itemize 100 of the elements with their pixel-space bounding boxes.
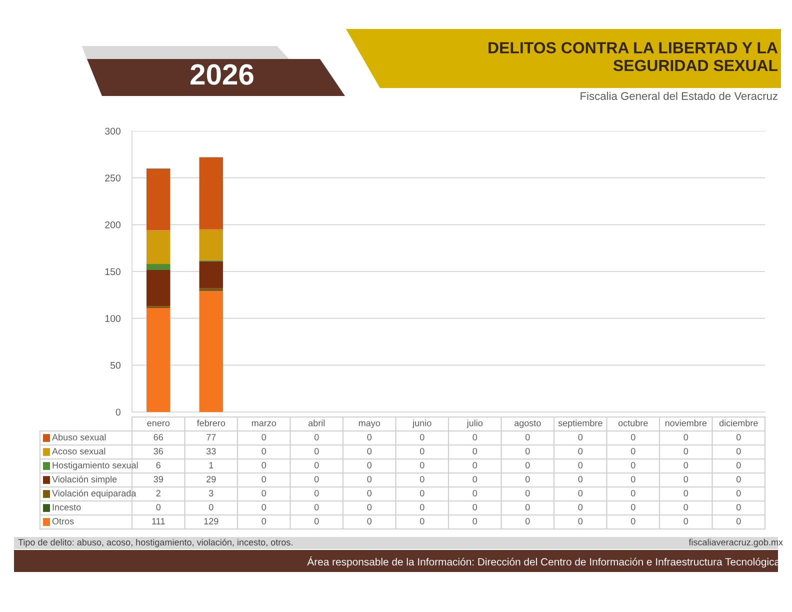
y-tick-label: 100 (105, 315, 121, 322)
x-tick-label: abril (308, 420, 325, 426)
data-label: 0 (578, 518, 583, 524)
y-tick-label: 200 (105, 221, 121, 228)
x-tick-label: enero (147, 421, 170, 426)
data-label: 66 (154, 434, 163, 440)
data-label: 0 (578, 448, 583, 454)
data-label: 0 (314, 476, 319, 482)
data-label: 0 (472, 462, 478, 468)
x-tick-label: junio (412, 420, 432, 428)
data-label: 0 (367, 504, 372, 510)
data-label: 0 (472, 476, 478, 482)
data-label: 0 (420, 448, 424, 454)
data-label: 0 (420, 434, 424, 440)
x-tick-label: marzo (252, 421, 276, 426)
data-label: 0 (472, 490, 478, 496)
data-label: 0 (684, 518, 688, 524)
chart-title: DELITOS CONTRA LA LIBERTAD Y LA SEGURIDAD SEXUAL (488, 42, 778, 72)
data-label: 0 (630, 490, 636, 496)
data-label: 0 (736, 476, 741, 482)
data-label: 33 (206, 448, 216, 454)
y-tick-label: 50 (110, 362, 121, 369)
data-label: 0 (736, 518, 741, 524)
data-label: 0 (472, 434, 478, 440)
data-label: 0 (578, 434, 583, 440)
y-tick-label: 250 (105, 174, 121, 182)
data-label: 0 (684, 448, 688, 454)
data-label: 0 (736, 434, 741, 440)
data-label: 0 (314, 434, 319, 440)
data-label: 0 (525, 490, 530, 496)
x-tick-label: noviembre (665, 420, 707, 426)
data-label: 0 (525, 518, 530, 524)
data-label: 0 (472, 518, 478, 524)
chart-subtitle: Fiscalia General del Estado de Veracruz (580, 92, 778, 100)
data-label: 77 (206, 434, 216, 440)
data-label: 0 (314, 504, 319, 510)
data-label: 0 (367, 462, 372, 468)
data-label: 0 (420, 518, 424, 524)
data-label: 0 (262, 434, 266, 440)
x-tick-label: septiembre (558, 420, 602, 428)
data-label: 36 (154, 448, 163, 454)
data-label: 0 (156, 504, 161, 510)
data-label: 0 (314, 518, 319, 524)
legend-label: Abuso sexual (52, 434, 106, 440)
legend-label: Hostigamiento sexual (52, 462, 138, 470)
data-label: 0 (684, 462, 688, 468)
data-label: 0 (262, 448, 266, 454)
y-tick-label: 150 (105, 268, 121, 276)
data-label: 0 (314, 490, 319, 496)
data-label: 0 (420, 462, 424, 468)
data-label: 129 (204, 518, 218, 524)
data-label: 111 (152, 518, 165, 524)
data-label: 39 (154, 476, 163, 482)
data-label: 0 (736, 490, 741, 496)
data-label: 0 (208, 504, 214, 510)
data-label: 0 (367, 490, 372, 496)
legend-label: Incesto (52, 504, 81, 510)
data-label: 0 (684, 490, 688, 496)
x-tick-label: mayo (358, 421, 380, 428)
data-label: 0 (630, 462, 636, 468)
data-label: 0 (630, 476, 636, 482)
legend-label: Violación simple (52, 476, 117, 484)
data-label: 0 (578, 504, 583, 510)
data-label: 0 (262, 462, 266, 468)
data-label: 0 (420, 490, 424, 496)
data-label: 0 (262, 504, 266, 510)
data-label: 1 (209, 462, 214, 468)
y-tick-label: 0 (116, 408, 121, 416)
data-label: 0 (736, 504, 741, 510)
text: Tipo de delito: abuso, acoso, hostigamiento, violación, incesto, otros. (18, 538, 292, 548)
data-label: 0 (525, 434, 530, 440)
data-label: 0 (684, 476, 688, 482)
legend-label: Otros (52, 518, 74, 524)
data-label: 0 (630, 434, 636, 440)
data-label: 0 (525, 504, 530, 510)
data-label: 0 (736, 462, 741, 468)
data-label: 0 (314, 448, 319, 454)
x-tick-label: octubre (618, 420, 648, 426)
data-label: 0 (367, 518, 372, 524)
legend-label: Violación equiparada (52, 490, 136, 498)
data-label: 0 (525, 462, 530, 468)
y-tick-label: 300 (105, 128, 121, 135)
data-label: 0 (684, 434, 688, 440)
data-label: 0 (525, 448, 530, 454)
data-label: 0 (630, 518, 636, 524)
data-label: 0 (262, 518, 266, 524)
x-tick-label: agosto (514, 420, 541, 428)
data-label: 29 (206, 476, 216, 482)
data-label: 0 (367, 448, 372, 454)
data-label: 6 (156, 462, 160, 468)
data-label: 0 (262, 490, 266, 496)
data-label: 0 (262, 476, 266, 482)
text: 2026 (190, 64, 254, 85)
data-label: 0 (630, 504, 636, 510)
x-tick-label: diciembre (719, 420, 758, 426)
data-label: 0 (630, 448, 636, 454)
data-label: 0 (684, 504, 688, 510)
x-tick-label: febrero (196, 420, 226, 426)
legend-label: Acoso sexual (52, 448, 106, 454)
data-label: 3 (208, 490, 214, 496)
